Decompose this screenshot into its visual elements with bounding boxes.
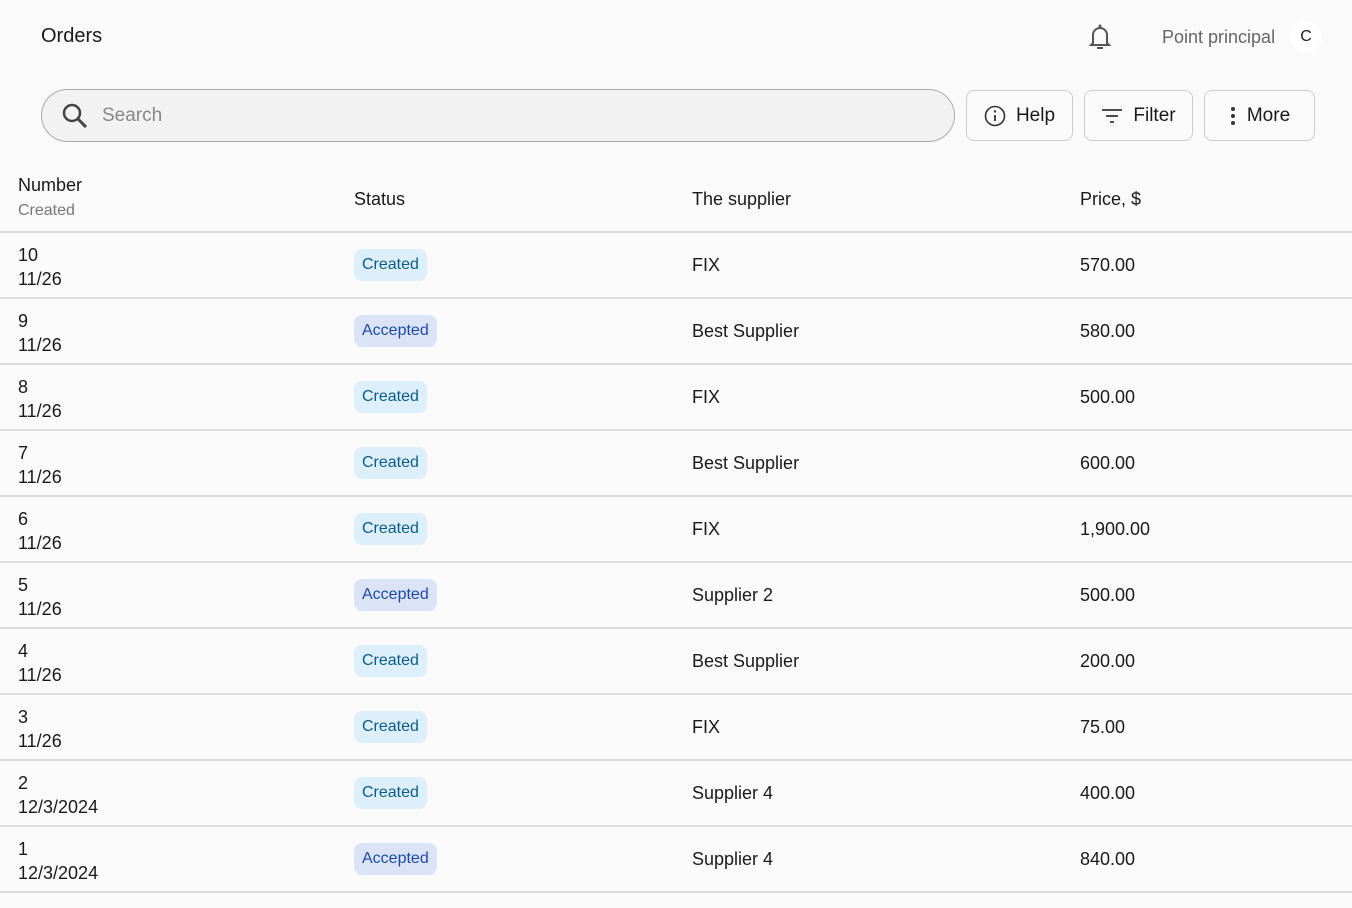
price-cell: 580.00 [1080,321,1136,341]
more-label: More [1246,104,1291,126]
search-input[interactable] [102,104,902,127]
search-bar[interactable] [41,89,955,142]
order-number: 4 [18,641,29,661]
table-row[interactable]: 4 11/26 Created Best Supplier 200.00 [0,629,1352,695]
table-row[interactable]: 10 11/26 Created FIX 570.00 [0,233,1352,299]
status-badge: Created [354,711,427,743]
order-cell: 9 11/26 [18,309,62,357]
status-badge: Accepted [354,579,437,611]
order-number: 9 [18,311,29,331]
table-row[interactable]: 2 12/3/2024 Created Supplier 4 400.00 [0,761,1352,827]
supplier-cell: FIX [692,519,721,539]
more-button[interactable]: More [1204,90,1315,141]
order-cell: 2 12/3/2024 [18,771,98,819]
more-vertical-icon [1230,106,1235,125]
order-number: 10 [18,245,39,265]
order-cell: 4 11/26 [18,639,62,687]
supplier-cell: Supplier 2 [692,585,774,605]
column-status[interactable]: Status [354,189,406,209]
order-number: 1 [18,839,29,859]
status-badge: Accepted [354,843,437,875]
order-number: 5 [18,575,29,595]
order-number: 3 [18,707,29,727]
column-price[interactable]: Price, $ [1080,189,1142,209]
price-cell: 570.00 [1080,255,1136,275]
bell-icon[interactable] [1086,22,1114,52]
table-row[interactable]: 9 11/26 Accepted Best Supplier 580.00 [0,299,1352,365]
search-icon [62,103,88,128]
supplier-cell: Best Supplier [692,453,800,473]
table-row[interactable]: 5 11/26 Accepted Supplier 2 500.00 [0,563,1352,629]
price-cell: 75.00 [1080,717,1126,737]
status-badge: Created [354,381,427,413]
status-badge: Created [354,513,427,545]
order-date: 11/26 [18,731,62,751]
table-row[interactable]: 1 12/3/2024 Accepted Supplier 4 840.00 [0,827,1352,893]
order-cell: 1 12/3/2024 [18,837,98,885]
table-header: Number Created Status The supplier Price… [0,160,1352,233]
table-row[interactable]: 6 11/26 Created FIX 1,900.00 [0,497,1352,563]
supplier-cell: Best Supplier [692,651,800,671]
price-cell: 1,900.00 [1080,519,1151,539]
status-badge: Created [354,249,427,281]
column-supplier[interactable]: The supplier [692,189,792,209]
price-cell: 200.00 [1080,651,1136,671]
order-cell: 3 11/26 [18,705,62,753]
order-cell: 8 11/26 [18,375,62,423]
order-number: 8 [18,377,29,397]
order-cell: 7 11/26 [18,441,62,489]
avatar[interactable]: C [1290,21,1322,53]
filter-button[interactable]: Filter [1084,90,1193,141]
supplier-cell: Best Supplier [692,321,800,341]
order-cell: 5 11/26 [18,573,62,621]
column-created-label: Created [18,202,75,219]
filter-icon [1102,108,1123,123]
order-number: 7 [18,443,29,463]
supplier-cell: FIX [692,255,721,275]
table-row[interactable]: 8 11/26 Created FIX 500.00 [0,365,1352,431]
table-row[interactable]: 3 11/26 Created FIX 75.00 [0,695,1352,761]
help-button[interactable]: Help [966,90,1073,141]
order-date: 12/3/2024 [18,797,99,817]
price-cell: 840.00 [1080,849,1136,869]
order-date: 11/26 [18,335,62,355]
price-cell: 600.00 [1080,453,1136,473]
order-date: 11/26 [18,533,62,553]
status-badge: Accepted [354,315,437,347]
filter-label: Filter [1133,104,1176,126]
order-date: 11/26 [18,599,62,619]
price-cell: 500.00 [1080,585,1136,605]
help-label: Help [1015,104,1056,126]
order-date: 11/26 [18,665,62,685]
order-cell: 10 11/26 [18,243,62,291]
table-row[interactable]: 7 11/26 Created Best Supplier 600.00 [0,431,1352,497]
price-cell: 500.00 [1080,387,1136,407]
status-badge: Created [354,447,427,479]
info-icon [984,105,1006,126]
supplier-cell: Supplier 4 [692,783,774,803]
page-title: Orders [41,25,103,47]
price-cell: 400.00 [1080,783,1136,803]
order-date: 11/26 [18,401,62,421]
column-number-label: Number [18,175,83,195]
supplier-cell: FIX [692,717,721,737]
order-date: 11/26 [18,467,62,487]
column-number[interactable]: Number Created [18,175,82,220]
status-badge: Created [354,645,427,677]
supplier-cell: Supplier 4 [692,849,774,869]
order-date: 11/26 [18,269,62,289]
order-number: 2 [18,773,29,793]
user-name[interactable]: Point principal [1162,27,1276,47]
supplier-cell: FIX [692,387,721,407]
order-date: 12/3/2024 [18,863,99,883]
status-badge: Created [354,777,427,809]
order-cell: 6 11/26 [18,507,62,555]
order-number: 6 [18,509,29,529]
